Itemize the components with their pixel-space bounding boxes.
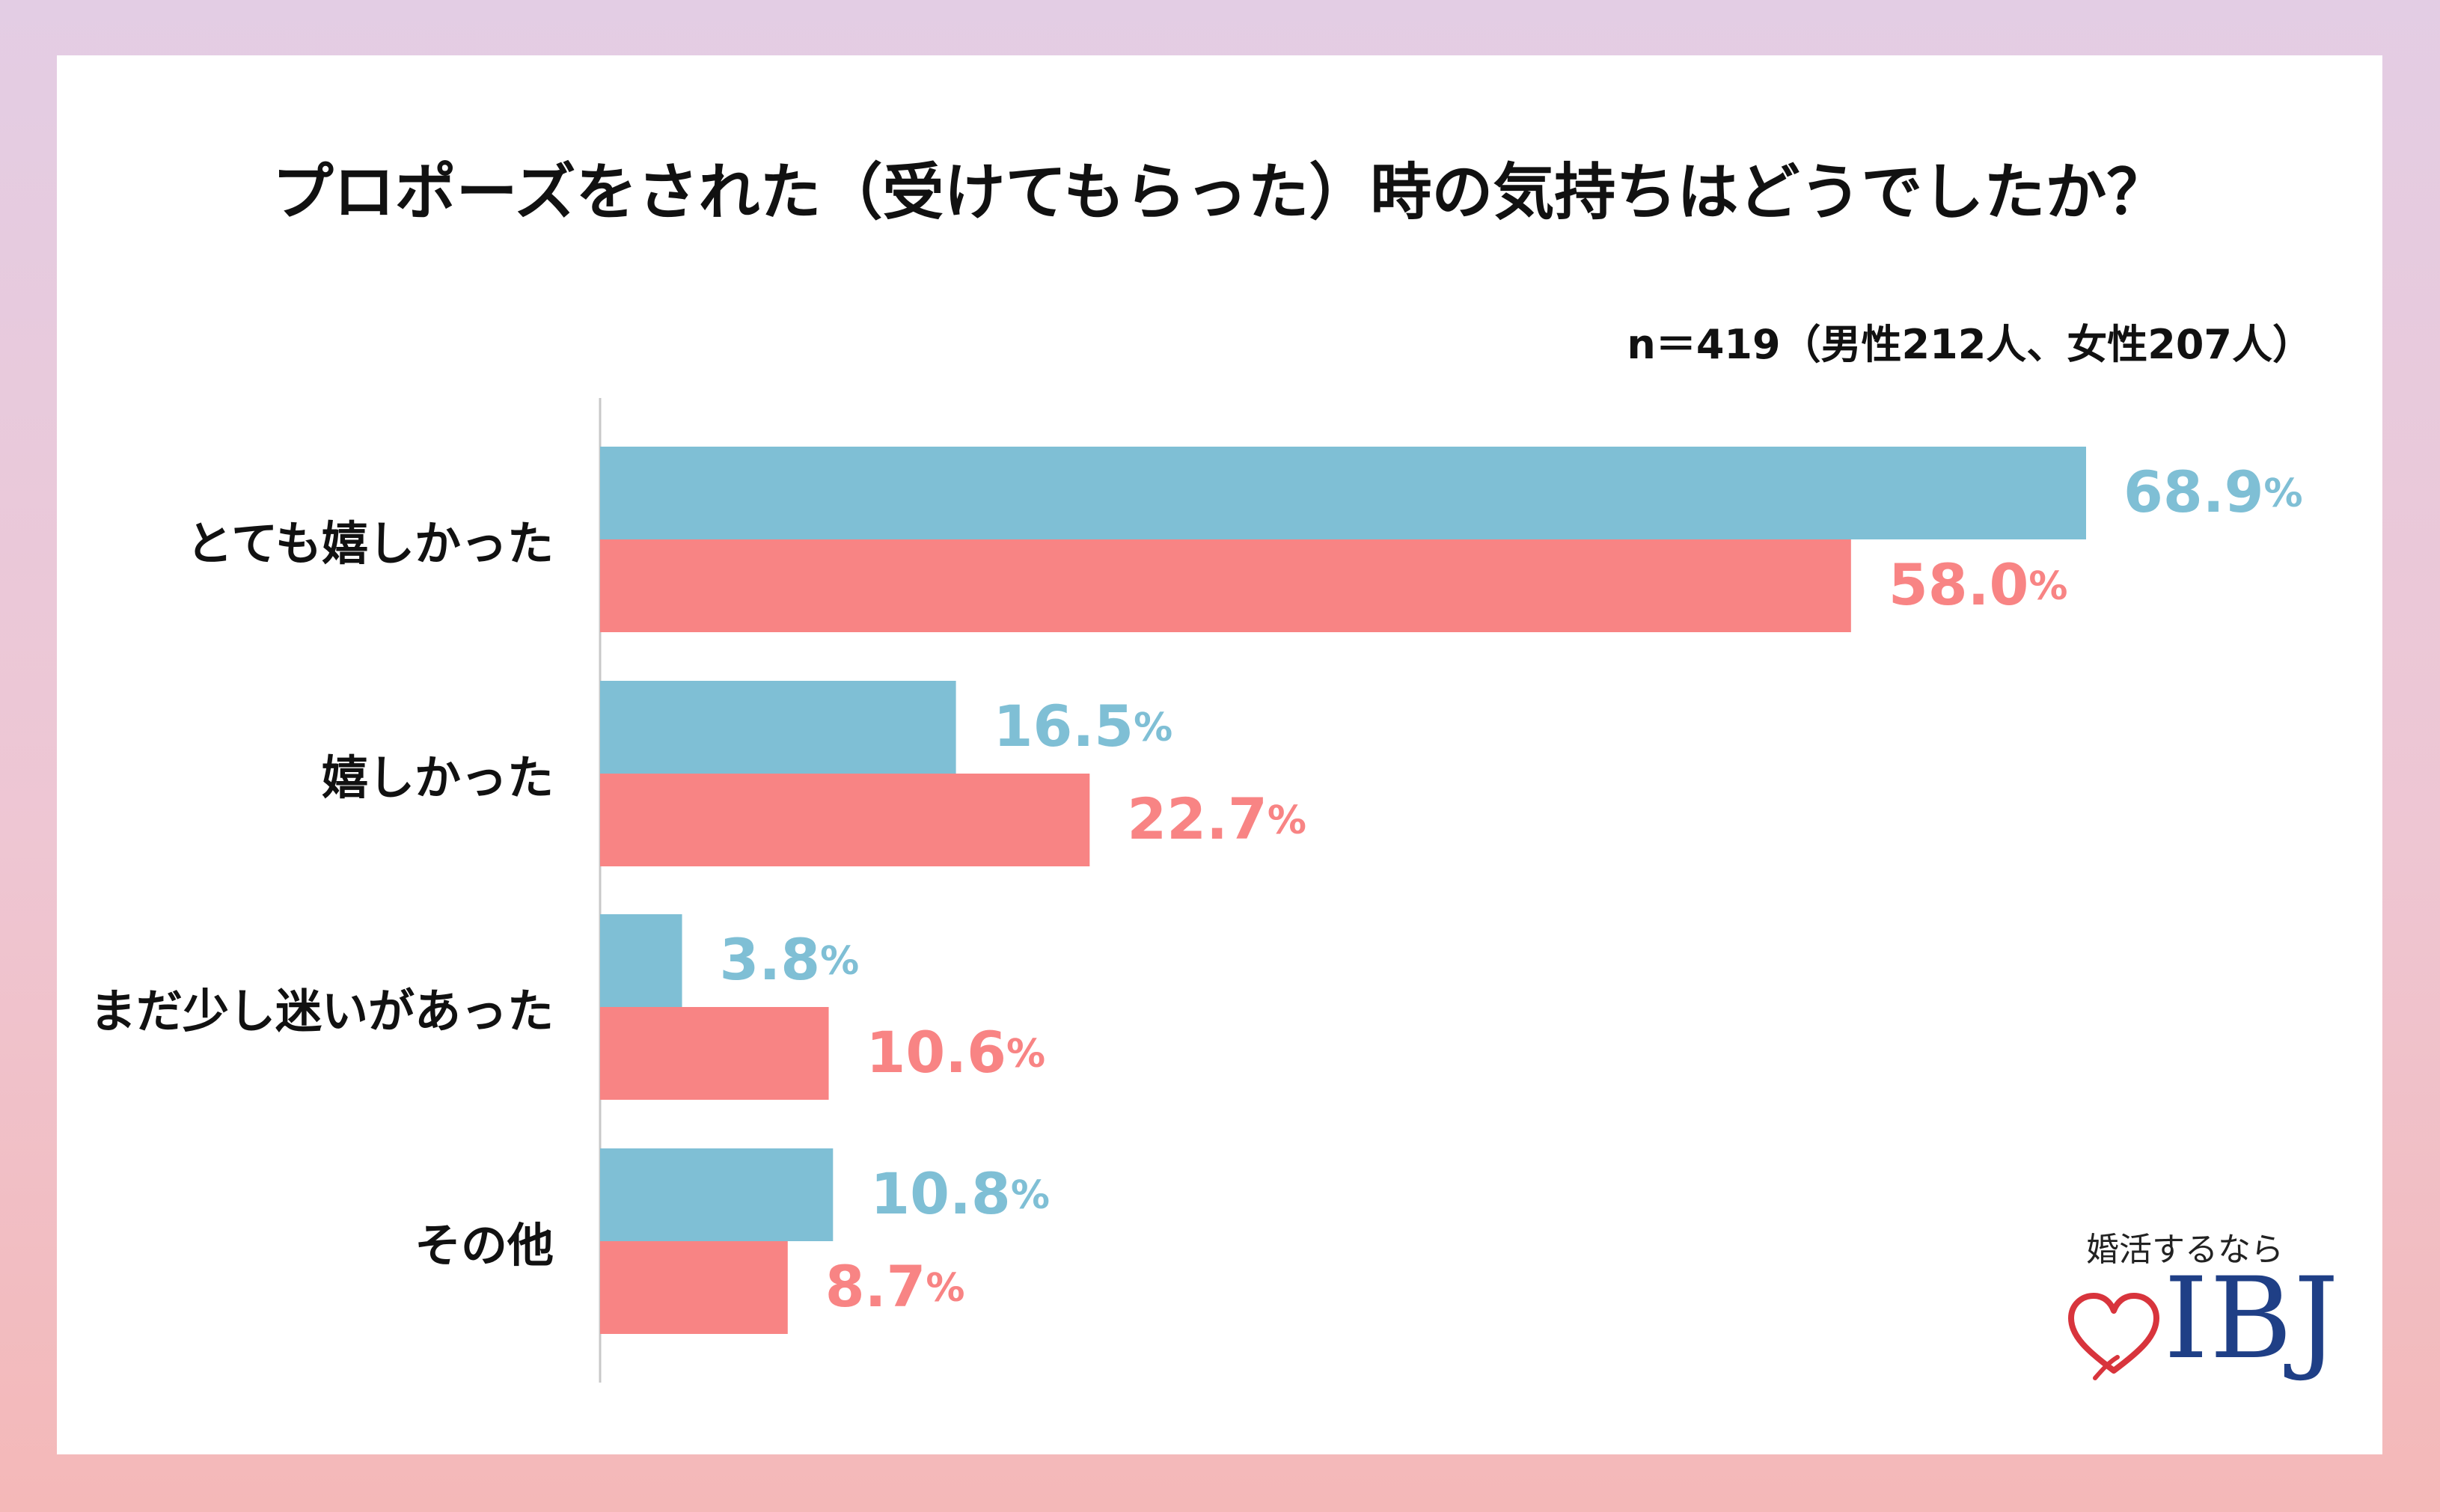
data-label-series1: 3.8% [720,926,860,993]
data-label-series2: 58.0% [1889,551,2068,618]
bar-series2 [600,1007,829,1100]
category-label: その他 [415,1218,554,1273]
bar-series2 [600,539,1851,632]
ibj-logo: 婚活するなら IBJ [2065,1219,2339,1399]
data-label-series1: 10.8% [870,1160,1050,1227]
bar-series1 [600,914,682,1007]
category-label: とても嬉しかった [186,516,554,571]
logo-tagline: 婚活するなら [2086,1231,2284,1269]
bar-series1 [600,1148,834,1241]
sample-size-note: n＝419（男性212人、女性207人） [1627,321,2313,368]
category-label: 嬉しかった [322,750,554,805]
bar-series1 [600,447,2086,539]
data-label-series1: 68.9% [2123,459,2303,525]
bar-series2 [600,1241,788,1334]
bar-series1 [600,681,956,774]
bar-series2 [600,774,1090,866]
data-label-series2: 22.7% [1127,786,1306,852]
data-label-series2: 8.7% [825,1253,965,1320]
data-label-series2: 10.6% [866,1019,1046,1086]
category-label: まだ少し迷いがあった [90,984,554,1038]
heart-icon [2068,1293,2159,1380]
logo-brand: IBJ [2164,1254,2340,1384]
data-label-series1: 16.5% [994,693,1173,759]
chart-card [57,55,2382,1454]
chart-title: プロポーズをされた（受けてもらった）時の気持ちはどうでしたか？ [272,157,2168,228]
